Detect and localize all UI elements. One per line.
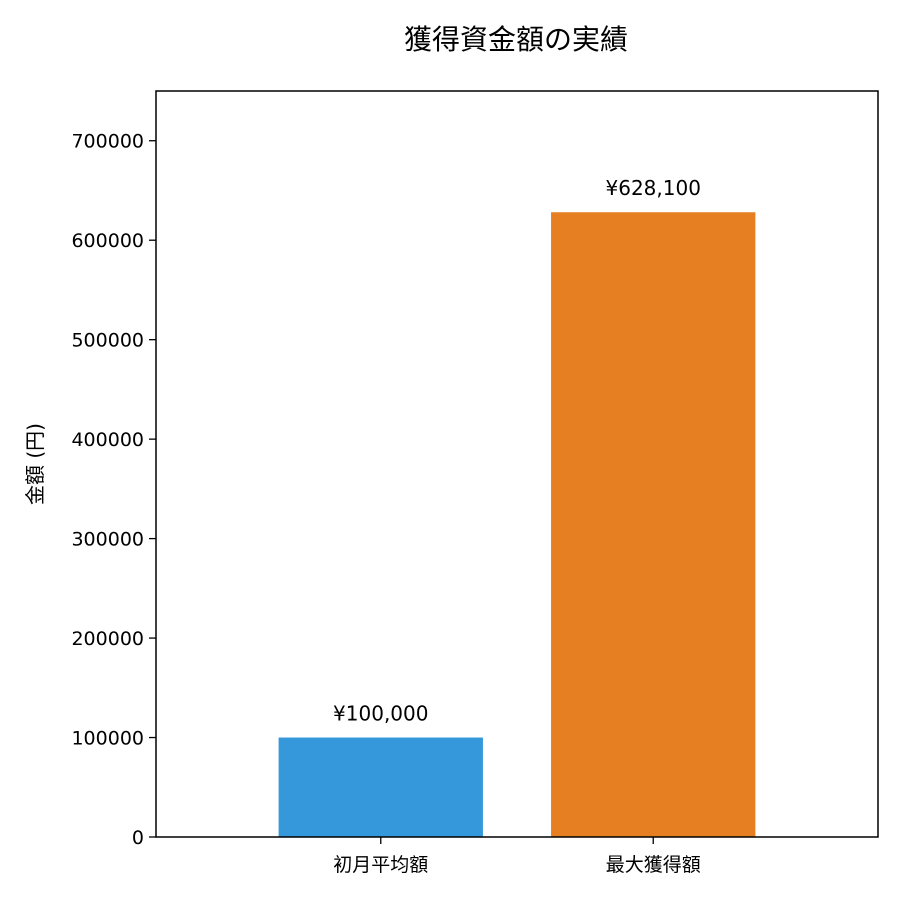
y-axis-ticks: 0 100000 200000 300000 400000 500000 600000 700… [71, 131, 156, 849]
x-tick-label-2: 最大獲得額 [606, 854, 701, 876]
y-tick-label-0: 0 [132, 827, 144, 849]
y-axis-label: 金額 (円) [23, 423, 47, 505]
y-tick-label-6: 600000 [71, 230, 144, 252]
y-tick-label-1: 100000 [71, 728, 144, 750]
bar-1 [278, 737, 483, 837]
y-tick-label-2: 200000 [71, 628, 144, 650]
data-label-1: ¥100,000 [333, 702, 428, 726]
y-tick-label-5: 500000 [71, 330, 144, 352]
y-tick-label-3: 300000 [71, 529, 144, 551]
bar-2 [551, 212, 756, 837]
data-label-2: ¥628,100 [606, 176, 701, 200]
bars [278, 212, 756, 837]
x-axis-ticks: 初月平均額 最大獲得額 [333, 837, 701, 876]
y-tick-label-7: 700000 [71, 131, 144, 153]
chart-title: 獲得資金額の実績 [404, 23, 628, 56]
plot-frame [155, 90, 879, 838]
data-labels: ¥100,000 ¥628,100 [333, 176, 701, 725]
x-tick-label-1: 初月平均額 [333, 854, 428, 876]
y-tick-label-4: 400000 [71, 429, 144, 451]
